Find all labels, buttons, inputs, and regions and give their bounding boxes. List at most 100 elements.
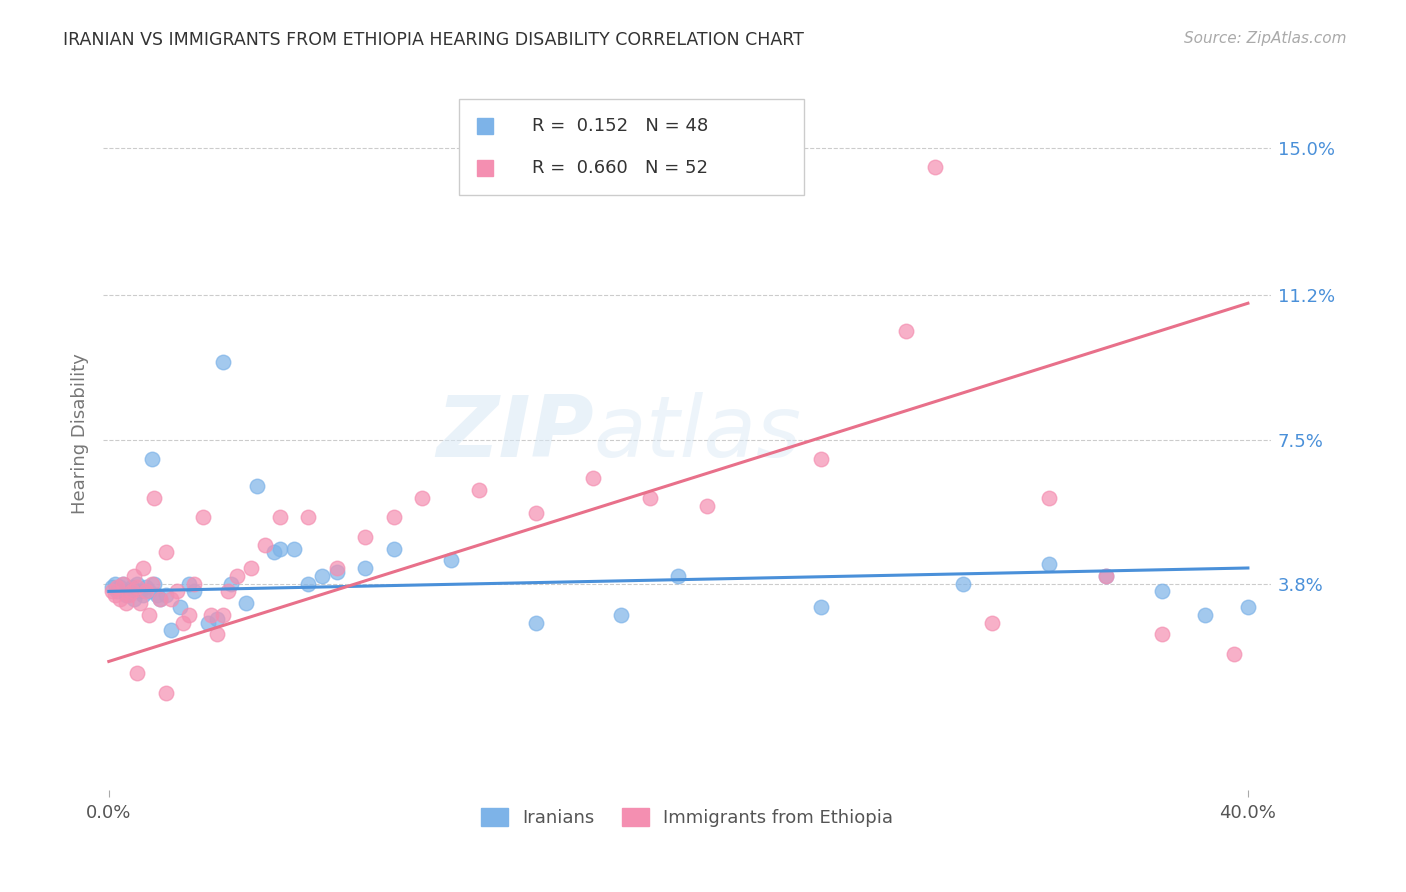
Point	[166, 584, 188, 599]
Point	[183, 584, 205, 599]
Point	[149, 592, 172, 607]
Point	[115, 588, 138, 602]
Text: IRANIAN VS IMMIGRANTS FROM ETHIOPIA HEARING DISABILITY CORRELATION CHART: IRANIAN VS IMMIGRANTS FROM ETHIOPIA HEAR…	[63, 31, 804, 49]
Point	[211, 354, 233, 368]
Point	[666, 568, 689, 582]
Point	[468, 483, 491, 497]
Point	[143, 491, 166, 505]
Point	[138, 607, 160, 622]
Point	[297, 576, 319, 591]
Point	[980, 615, 1002, 630]
Point	[177, 607, 200, 622]
Point	[297, 510, 319, 524]
Point	[235, 596, 257, 610]
Point	[103, 576, 125, 591]
Point	[638, 491, 661, 505]
Point	[1038, 557, 1060, 571]
Point	[254, 538, 277, 552]
Point	[110, 581, 132, 595]
Text: atlas: atlas	[593, 392, 801, 475]
Point	[1038, 491, 1060, 505]
Point	[1194, 607, 1216, 622]
Point	[524, 507, 547, 521]
Point	[146, 588, 169, 602]
Point	[129, 596, 152, 610]
Point	[115, 596, 138, 610]
Point	[132, 588, 155, 602]
Point	[105, 584, 128, 599]
Point	[177, 576, 200, 591]
Point	[263, 545, 285, 559]
Point	[354, 561, 377, 575]
Point	[924, 160, 946, 174]
Point	[211, 607, 233, 622]
Point	[325, 565, 347, 579]
Point	[226, 568, 249, 582]
Point	[269, 541, 291, 556]
Point	[160, 592, 183, 607]
Point	[205, 612, 228, 626]
Point	[217, 584, 239, 599]
Legend: Iranians, Immigrants from Ethiopia: Iranians, Immigrants from Ethiopia	[474, 800, 900, 834]
Point	[1152, 627, 1174, 641]
Point	[155, 685, 177, 699]
Point	[952, 576, 974, 591]
Point	[200, 607, 222, 622]
Point	[112, 576, 135, 591]
Point	[121, 581, 143, 595]
FancyBboxPatch shape	[460, 99, 804, 195]
Point	[382, 541, 405, 556]
Point	[169, 599, 191, 614]
Point	[160, 624, 183, 638]
Point	[155, 545, 177, 559]
Point	[1222, 647, 1244, 661]
Point	[354, 530, 377, 544]
Text: R =  0.660   N = 52: R = 0.660 N = 52	[531, 159, 707, 178]
Point	[382, 510, 405, 524]
Point	[110, 592, 132, 607]
Point	[896, 324, 918, 338]
Point	[135, 584, 157, 599]
Point	[124, 592, 146, 607]
Point	[197, 615, 219, 630]
Point	[118, 588, 141, 602]
Y-axis label: Hearing Disability: Hearing Disability	[72, 353, 89, 514]
Point	[172, 615, 194, 630]
Point	[219, 576, 242, 591]
Point	[1152, 584, 1174, 599]
Point	[411, 491, 433, 505]
Point	[325, 561, 347, 575]
Text: ZIP: ZIP	[436, 392, 593, 475]
Point	[112, 576, 135, 591]
Point	[269, 510, 291, 524]
Point	[1094, 568, 1116, 582]
Point	[129, 584, 152, 599]
Point	[696, 499, 718, 513]
Point	[205, 627, 228, 641]
Point	[100, 584, 122, 599]
Point	[1094, 568, 1116, 582]
Point	[311, 568, 333, 582]
Point	[141, 576, 163, 591]
Point	[127, 581, 149, 595]
Point	[610, 607, 633, 622]
Point	[810, 599, 832, 614]
Point	[149, 592, 172, 607]
Point	[132, 561, 155, 575]
Point	[143, 576, 166, 591]
Point	[582, 471, 605, 485]
Text: R =  0.152   N = 48: R = 0.152 N = 48	[531, 117, 707, 135]
Point	[240, 561, 263, 575]
Point	[127, 666, 149, 681]
Point	[155, 588, 177, 602]
Point	[439, 553, 461, 567]
Point	[135, 581, 157, 595]
Point	[124, 568, 146, 582]
Text: Source: ZipAtlas.com: Source: ZipAtlas.com	[1184, 31, 1347, 46]
Point	[103, 588, 125, 602]
Point	[127, 576, 149, 591]
Point	[118, 584, 141, 599]
Point	[105, 581, 128, 595]
Point	[138, 584, 160, 599]
Point	[283, 541, 305, 556]
